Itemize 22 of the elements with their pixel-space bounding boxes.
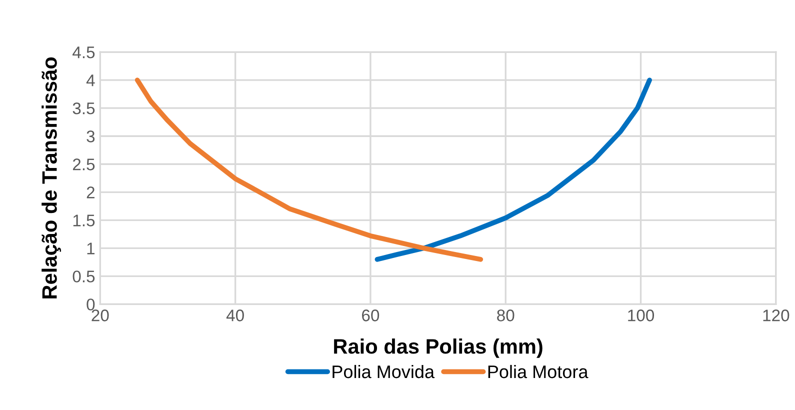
x-tick-label: 120 xyxy=(763,310,790,322)
legend-label: Polia Movida xyxy=(332,364,435,378)
y-tick-label: 3 xyxy=(86,130,95,142)
y-axis-title: Relação de Transmissão xyxy=(42,57,62,298)
x-tick-label: 100 xyxy=(628,310,654,322)
line-series xyxy=(374,78,652,262)
y-tick-label: 1 xyxy=(87,242,94,254)
y-tick-label: 2 xyxy=(86,186,94,198)
y-tick-label: 4.5 xyxy=(72,46,95,58)
y-tick-label: 1.5 xyxy=(73,214,95,226)
x-tick-label: 20 xyxy=(92,310,109,322)
y-tick-label: 0 xyxy=(86,298,95,310)
x-tick-label: 80 xyxy=(497,310,514,322)
legend-label: Polia Motora xyxy=(488,364,588,378)
line-series xyxy=(134,78,484,262)
y-tick-label: 0.5 xyxy=(72,270,95,282)
y-tick-label: 4 xyxy=(86,74,95,86)
y-tick-label: 2.5 xyxy=(72,158,95,170)
x-tick-label: 60 xyxy=(362,310,380,322)
y-tick-label: 3.5 xyxy=(72,102,95,114)
x-axis-title: Raio das Polias (mm) xyxy=(334,338,542,358)
x-tick-label: 40 xyxy=(226,310,244,322)
